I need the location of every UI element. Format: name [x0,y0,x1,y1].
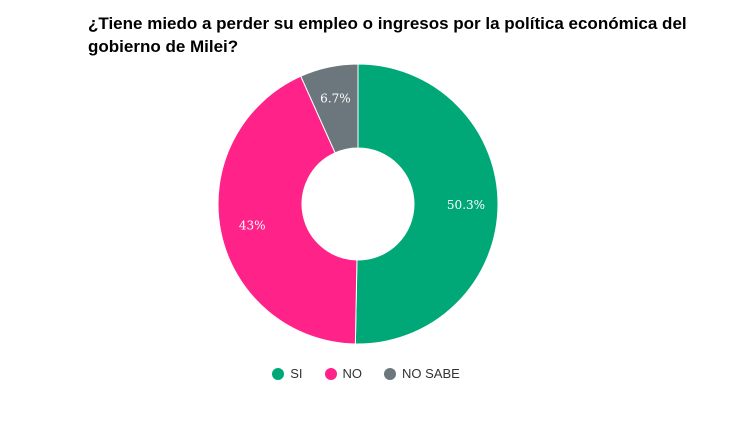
legend-swatch-si [272,367,285,380]
legend-item-si[interactable]: SI [272,366,303,381]
legend-label-no-sabe: NO SABE [402,366,460,381]
chart-legend: SI NO NO SABE [0,366,732,381]
donut-slices [217,63,499,345]
donut-data-labels: 50.3% 43% 6.7% [239,91,485,232]
chart-title: ¿Tiene miedo a perder su empleo o ingres… [88,14,687,56]
slice-no[interactable] [217,75,358,345]
slice-no-sabe[interactable] [300,63,359,154]
legend-swatch-no-sabe [384,367,396,380]
slice-si[interactable] [354,63,499,345]
data-label-no: 43% [239,219,266,233]
legend-item-no[interactable]: NO [324,366,363,381]
legend-label-no: NO [342,366,363,381]
legend-item-no-sabe[interactable]: NO SABE [384,366,460,381]
data-label-no-sabe: 6.7% [320,91,351,105]
donut-chart: 50.3% 43% 6.7% [217,63,499,345]
legend-label-si: SI [290,366,303,381]
legend-swatch-no [324,367,337,380]
data-label-si: 50.3% [447,198,485,212]
